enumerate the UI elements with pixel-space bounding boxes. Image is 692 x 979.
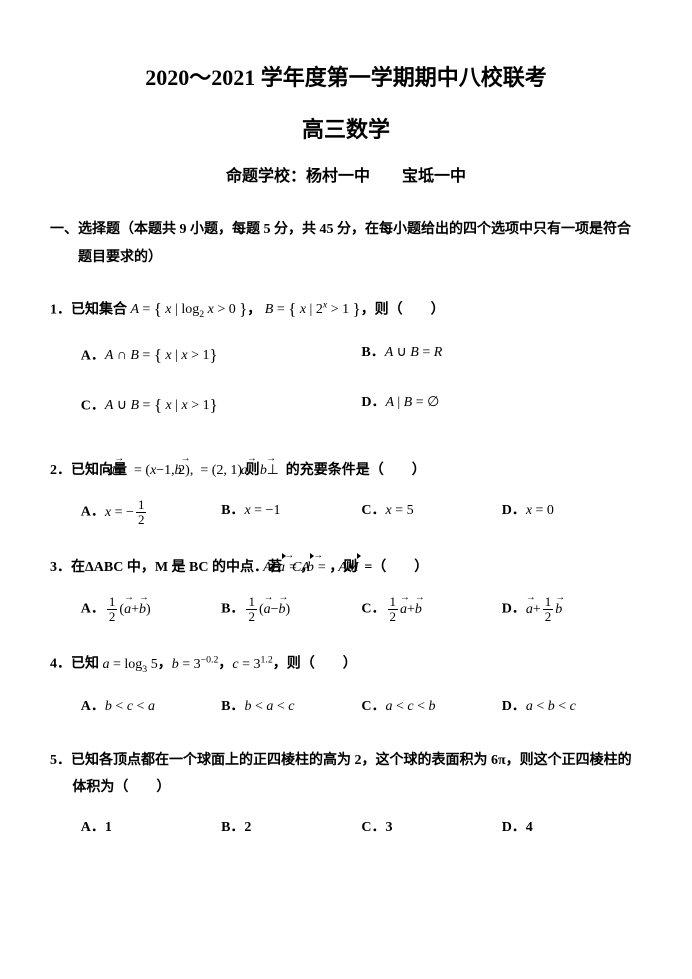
q2-perp: a ⊥ b bbox=[263, 463, 282, 478]
q1-comma1: ， bbox=[247, 302, 261, 317]
q1-stem: 1．已知集合 A = { x | log2 x > 0 }， B = { x |… bbox=[50, 294, 642, 326]
q4-pre: 已知 bbox=[71, 657, 99, 672]
q1-optB: B．A ∪ B = R bbox=[361, 340, 642, 372]
q2-optD-label: D． bbox=[502, 503, 526, 518]
q1-pre: 已知集合 bbox=[71, 302, 127, 317]
q2-optA-eq: x = −12 bbox=[105, 505, 149, 520]
q2-optA-label: A． bbox=[81, 505, 105, 520]
q4-num: 4． bbox=[50, 657, 71, 672]
q3-optD-eq: a+12b bbox=[526, 602, 562, 617]
q4-options: A．b < c < a B．b < a < c C．a < c < b D．a … bbox=[50, 694, 642, 731]
q1-optB-eq: A ∪ B = R bbox=[385, 345, 443, 360]
q1-optD: D．A | B = ∅ bbox=[361, 390, 642, 422]
q3-optA-eq: 12(a+b) bbox=[105, 602, 151, 617]
q3-optC-eq: 12a+b bbox=[386, 602, 422, 617]
q3-ca: CA = b bbox=[314, 560, 329, 575]
q4-optB-label: B． bbox=[221, 699, 244, 714]
q3-optA: A．12(a+b) bbox=[81, 595, 221, 623]
q1-num: 1． bbox=[50, 302, 71, 317]
q2-optC-label: C． bbox=[361, 503, 385, 518]
q3-optB: B．12(a−b) bbox=[221, 595, 361, 623]
q4-a: a = log3 5 bbox=[103, 657, 158, 672]
q1-setB: B = { x | 2x > 1 } bbox=[265, 302, 361, 317]
q4-optC-eq: a < c < b bbox=[386, 699, 436, 714]
q4-b: b = 3−0.2 bbox=[172, 657, 219, 672]
q1-optB-label: B． bbox=[361, 345, 384, 360]
title-sub: 高三数学 bbox=[50, 112, 642, 144]
q4-optA-eq: b < c < a bbox=[105, 699, 155, 714]
q4-optA: A．b < c < a bbox=[81, 694, 221, 721]
q3-optC: C．12a+b bbox=[361, 595, 501, 623]
q1-optA: A．A ∩ B = { x | x > 1} bbox=[81, 340, 362, 372]
q1-optA-eq: A ∩ B = { x | x > 1} bbox=[105, 348, 218, 363]
q2-optD: D．x = 0 bbox=[502, 498, 642, 526]
q3-optD-label: D． bbox=[502, 602, 526, 617]
q2-optD-eq: x = 0 bbox=[526, 503, 554, 518]
title-school: 命题学校：杨村一中 宝坻一中 bbox=[50, 162, 642, 186]
q2-options: A．x = −12 B．x = −1 C．x = 5 D．x = 0 bbox=[50, 498, 642, 536]
q1-optD-eq: A | B = ∅ bbox=[386, 395, 440, 410]
q5-optA: A．1 bbox=[81, 815, 221, 842]
q2-optB-eq: x = −1 bbox=[244, 503, 280, 518]
question-1: 1．已知集合 A = { x | log2 x > 0 }， B = { x |… bbox=[50, 294, 642, 440]
q5-optD: D．4 bbox=[502, 815, 642, 842]
q4-optB: B．b < a < c bbox=[221, 694, 361, 721]
q4-stem: 4．已知 a = log3 5，b = 3−0.2，c = 31.2，则（ ） bbox=[50, 651, 642, 679]
q3-end: =（ ） bbox=[361, 560, 428, 575]
q2-pre: 已知向量 bbox=[71, 463, 127, 478]
q2-num: 2． bbox=[50, 463, 71, 478]
q2-optA: A．x = −12 bbox=[81, 498, 221, 526]
q1-optC: C．A ∪ B = { x | x > 1} bbox=[81, 390, 362, 422]
q1-optA-label: A． bbox=[81, 348, 105, 363]
q3-optD: D．a+12b bbox=[502, 595, 642, 623]
q5-optC: C．3 bbox=[361, 815, 501, 842]
q2-optB: B．x = −1 bbox=[221, 498, 361, 526]
q3-stem: 3．在ΔABC 中，M 是 BC 的中点．若 AB = a，CA = b，则 A… bbox=[50, 555, 642, 582]
q4-optC-label: C． bbox=[361, 699, 385, 714]
section-heading: 一、选择题（本题共 9 小题，每题 5 分，共 45 分，在每小题给出的四个选项… bbox=[50, 216, 642, 272]
q1-setA: A = { x | log2 x > 0 } bbox=[131, 302, 248, 317]
q4-c: c = 31.2 bbox=[232, 657, 272, 672]
q4-optC: C．a < c < b bbox=[361, 694, 501, 721]
exam-page: 2020～2021 学年度第一学期期中八校联考 高三数学 命题学校：杨村一中 宝… bbox=[0, 0, 692, 910]
q5-text: 已知各顶点都在一个球面上的正四棱柱的高为 2，这个球的表面积为 6π，则这个正四… bbox=[71, 753, 632, 795]
q2-stem: 2．已知向量 a = (x−1, 2), b = (2, 1) 则 a ⊥ b … bbox=[50, 458, 642, 485]
q1-optC-eq: A ∪ B = { x | x > 1} bbox=[105, 398, 218, 413]
q3-optB-label: B． bbox=[221, 602, 244, 617]
q3-pre: 在ΔABC 中，M 是 BC 的中点．若 bbox=[71, 560, 282, 575]
q4-tail: ，则（ ） bbox=[273, 657, 357, 672]
q2-optC-eq: x = 5 bbox=[386, 503, 414, 518]
q3-options: A．12(a+b) B．12(a−b) C．12a+b D．a+12b bbox=[50, 595, 642, 633]
q4-optD: D．a < b < c bbox=[502, 694, 642, 721]
q3-optB-eq: 12(a−b) bbox=[244, 602, 290, 617]
q5-num: 5． bbox=[50, 753, 71, 768]
q2-tail: 的充要条件是（ ） bbox=[282, 463, 426, 478]
q1-optC-label: C． bbox=[81, 398, 105, 413]
q4-optB-eq: b < a < c bbox=[244, 699, 294, 714]
q5-stem: 5．已知各顶点都在一个球面上的正四棱柱的高为 2，这个球的表面积为 6π，则这个… bbox=[50, 748, 642, 801]
question-4: 4．已知 a = log3 5，b = 3−0.2，c = 31.2，则（ ） … bbox=[50, 651, 642, 730]
q2-optC: C．x = 5 bbox=[361, 498, 501, 526]
q1-tail: ，则（ ） bbox=[361, 302, 445, 317]
q3-optA-label: A． bbox=[81, 602, 105, 617]
q5-options: A．1 B．2 C．3 D．4 bbox=[50, 815, 642, 852]
question-2: 2．已知向量 a = (x−1, 2), b = (2, 1) 则 a ⊥ b … bbox=[50, 458, 642, 537]
q5-optB: B．2 bbox=[221, 815, 361, 842]
q1-options: A．A ∩ B = { x | x > 1} B．A ∪ B = R C．A ∪… bbox=[50, 340, 642, 440]
q1-optD-label: D． bbox=[361, 395, 385, 410]
q4-optA-label: A． bbox=[81, 699, 105, 714]
q3-num: 3． bbox=[50, 560, 71, 575]
question-5: 5．已知各顶点都在一个球面上的正四棱柱的高为 2，这个球的表面积为 6π，则这个… bbox=[50, 748, 642, 852]
q4-optD-eq: a < b < c bbox=[526, 699, 576, 714]
title-main: 2020～2021 学年度第一学期期中八校联考 bbox=[50, 60, 642, 92]
question-3: 3．在ΔABC 中，M 是 BC 的中点．若 AB = a，CA = b，则 A… bbox=[50, 555, 642, 634]
q3-optC-label: C． bbox=[361, 602, 385, 617]
q2-optB-label: B． bbox=[221, 503, 244, 518]
q4-optD-label: D． bbox=[502, 699, 526, 714]
q2-vecs: a = (x−1, 2), b = (2, 1) bbox=[131, 463, 243, 478]
